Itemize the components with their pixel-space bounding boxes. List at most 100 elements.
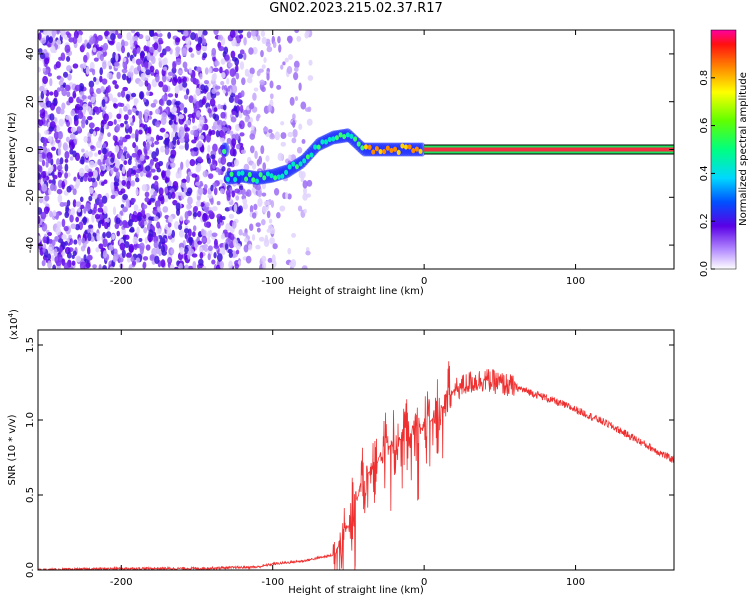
spectrogram-noise-cell bbox=[79, 261, 86, 269]
spectrogram-noise-cell bbox=[253, 87, 259, 92]
spectrogram-noise-cell bbox=[75, 201, 82, 207]
spectrogram-noise-cell bbox=[298, 123, 303, 130]
spectrogram-noise-cell bbox=[220, 81, 225, 86]
spectrogram-noise-cell bbox=[262, 261, 267, 269]
spectrogram-noise-cell bbox=[53, 131, 59, 140]
snr-x-tick-label: -200 bbox=[110, 577, 133, 588]
spectrogram-noise-cell bbox=[81, 148, 85, 153]
spectrogram-noise-cell bbox=[288, 53, 293, 60]
spectrogram-noise-cell bbox=[257, 189, 263, 198]
spectrogram-noise-cell bbox=[128, 125, 133, 134]
spectrogram-noise-cell bbox=[239, 34, 244, 39]
spectrogram-noise-cell bbox=[38, 172, 41, 181]
spectrogram-noise-cell bbox=[122, 193, 128, 201]
spectrogram-noise-cell bbox=[167, 215, 174, 223]
spectrogram-noise-cell bbox=[49, 102, 56, 111]
spectrogram-noise-cell bbox=[146, 222, 151, 232]
spectrogram-noise-cell bbox=[196, 156, 203, 163]
spectrogram-noise-cell bbox=[92, 192, 98, 200]
spectrogram-noise-cell bbox=[258, 68, 264, 73]
spectrogram-noise-cell bbox=[49, 113, 55, 121]
spectrogram-noise-cell bbox=[251, 30, 257, 37]
spectrogram-noise-cell bbox=[269, 237, 275, 245]
spectrogram-noise-cell bbox=[72, 188, 77, 196]
spectrogram-noise-cell bbox=[82, 62, 87, 69]
spectrogram-noise-cell bbox=[253, 203, 258, 211]
spectrogram-noise-cell bbox=[200, 228, 205, 236]
spectrogram-noise-cell bbox=[168, 119, 173, 125]
spectrogram-noise-cell bbox=[175, 37, 181, 43]
spectrogram-noise-cell bbox=[221, 216, 226, 221]
spectrogram-noise-cell bbox=[229, 30, 236, 39]
spectrogram-noise-cell bbox=[39, 98, 45, 108]
spectrogram-noise-cell bbox=[64, 211, 70, 219]
spectrogram-noise-cell bbox=[76, 126, 82, 131]
spectrogram-noise-cell bbox=[261, 255, 267, 263]
spectrogram-noise-cell bbox=[179, 136, 185, 143]
spectrogram-noise-cell bbox=[135, 177, 140, 183]
spectrogram-noise-cell bbox=[192, 261, 197, 269]
snr-x-tick-label: 100 bbox=[566, 577, 585, 588]
spectrogram-noise-cell bbox=[74, 84, 81, 92]
spectrogram-noise-cell bbox=[75, 255, 82, 263]
spectrogram-noise-cell bbox=[251, 234, 256, 241]
spectrogram-noise-cell bbox=[203, 243, 208, 248]
spectrogram-noise-cell bbox=[262, 162, 267, 171]
spectrogram-noise-cell bbox=[66, 32, 72, 38]
spectrogram-noise-cell bbox=[88, 122, 95, 129]
spectrogram-noise-cell bbox=[211, 206, 218, 212]
spectrogram-noise-cell bbox=[156, 30, 161, 35]
spectrogram-noise-cell bbox=[264, 234, 269, 243]
spectrogram-noise-cell bbox=[146, 40, 151, 47]
spectrogram-noise-cell bbox=[119, 242, 126, 251]
spectrogram-noise-cell bbox=[154, 255, 160, 265]
spectrogram-noise-cell bbox=[119, 136, 123, 141]
spectrogram-noise-cell bbox=[272, 41, 277, 49]
spectrogram-noise-cell bbox=[119, 102, 125, 108]
spectrogram-noise-cell bbox=[172, 181, 179, 189]
spectrogram-noise-cell bbox=[230, 233, 235, 241]
spectrogram-noise-cell bbox=[38, 119, 44, 127]
spectrogram-noise-cell bbox=[202, 170, 209, 178]
snr-y-tick-label: 0.5 bbox=[25, 487, 36, 503]
spectrogram-noise-cell bbox=[296, 35, 302, 42]
spectrogram-noise-cell bbox=[123, 114, 129, 121]
spectrogram-noise-cell bbox=[302, 193, 308, 201]
spectrogram-noise-cell bbox=[201, 45, 208, 51]
spectrogram-noise-cell bbox=[240, 149, 246, 154]
spectrogram-noise-cell bbox=[164, 186, 168, 194]
spectrogram-noise-cell bbox=[207, 245, 213, 252]
spectrogram-noise-cell bbox=[276, 212, 281, 219]
snr-x-tick-label: -100 bbox=[261, 577, 284, 588]
spectrogram-noise-cell bbox=[211, 259, 216, 265]
spectrogram-track-cell bbox=[225, 176, 230, 182]
spectrogram-noise-cell bbox=[215, 91, 220, 96]
spectrogram-noise-cell bbox=[188, 47, 193, 53]
spectrogram-noise-cell bbox=[196, 210, 202, 218]
spectrogram-noise-cell bbox=[69, 133, 76, 140]
spectrogram-noise-cell bbox=[185, 203, 192, 211]
spectrogram-noise-cell bbox=[188, 95, 194, 104]
spectrogram-noise-cell bbox=[152, 175, 159, 181]
spectrogram-noise-cell bbox=[197, 140, 203, 148]
spectrogram-noise-cell bbox=[249, 223, 254, 232]
spectrogram-noise-cell bbox=[57, 131, 64, 140]
spectrogram-noise-cell bbox=[158, 37, 163, 44]
spectrogram-noise-cell bbox=[102, 238, 108, 248]
spectrogram-noise-cell bbox=[92, 264, 98, 269]
spectrogram-noise-cell bbox=[73, 239, 78, 245]
spectrogram-track-cell bbox=[345, 132, 350, 138]
spectrogram-noise-cell bbox=[230, 50, 236, 59]
spectrogram-noise-cell bbox=[42, 67, 46, 72]
spectrogram-noise-cell bbox=[115, 171, 121, 179]
spectrogram-noise-cell bbox=[255, 184, 262, 191]
spectrogram-noise-cell bbox=[116, 230, 121, 237]
spectrogram-noise-cell bbox=[161, 94, 168, 102]
spectrogram-noise-cell bbox=[126, 153, 131, 159]
spectrogram-noise-cell bbox=[143, 227, 148, 234]
spectrogram-track-cell bbox=[309, 152, 314, 158]
spectrogram-noise-cell bbox=[306, 179, 313, 187]
spectrogram-noise-cell bbox=[211, 73, 216, 82]
spectrogram-noise-cell bbox=[98, 264, 102, 269]
spectrogram-noise-cell bbox=[78, 237, 82, 246]
